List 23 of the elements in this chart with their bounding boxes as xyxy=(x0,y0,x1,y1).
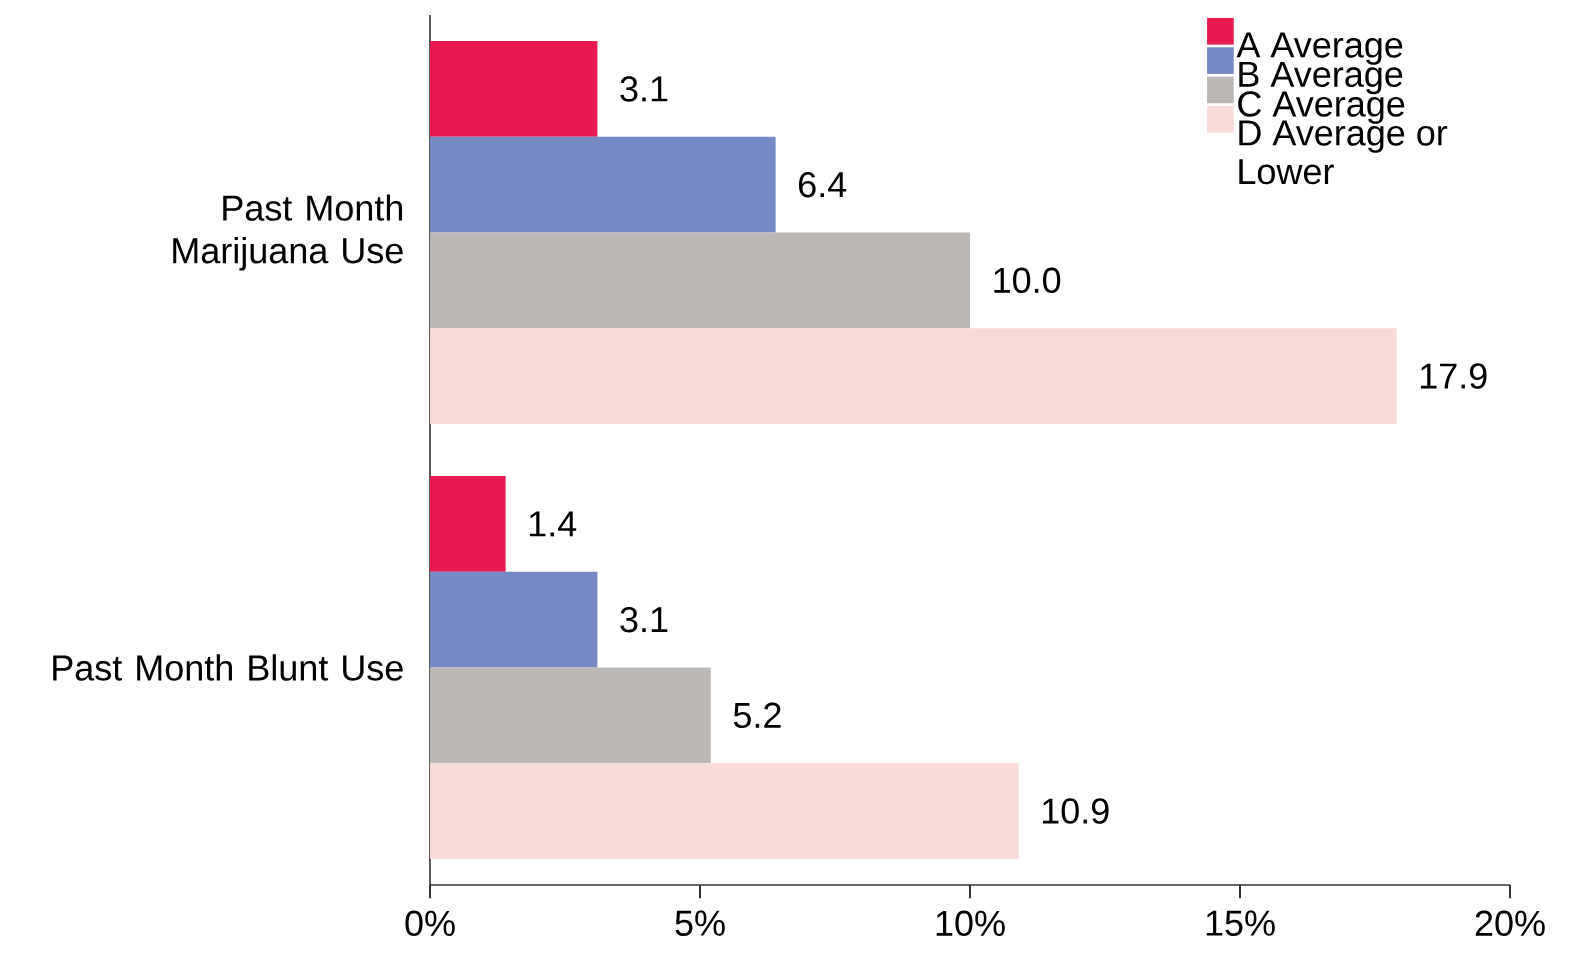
data-label: 10.9 xyxy=(1042,798,1109,824)
data-label: 5.2 xyxy=(733,702,781,729)
data-label: 3.1 xyxy=(620,606,668,633)
data-label: 17.9 xyxy=(1420,363,1487,389)
bar xyxy=(430,136,776,233)
x-tick-label: 5% xyxy=(675,910,725,936)
y-tick-label: Past Month Blunt Use xyxy=(53,654,403,681)
bar xyxy=(430,476,506,572)
bar xyxy=(430,41,598,137)
x-tick-label: 10% xyxy=(936,910,1005,937)
data-label: 10.0 xyxy=(994,267,1061,294)
bar xyxy=(430,232,970,329)
data-label: 3.1 xyxy=(620,76,668,102)
y-tick-label: Past Month Marijuana Use xyxy=(173,194,403,271)
bar xyxy=(430,763,1019,859)
bar xyxy=(430,667,711,764)
bar xyxy=(430,571,598,668)
data-label: 1.4 xyxy=(529,511,577,537)
x-tick-label: 0% xyxy=(405,910,455,937)
data-label: 6.4 xyxy=(799,171,847,198)
x-tick-label: 15% xyxy=(1206,910,1275,936)
bar xyxy=(430,328,1397,424)
x-tick-label: 20% xyxy=(1475,910,1545,937)
